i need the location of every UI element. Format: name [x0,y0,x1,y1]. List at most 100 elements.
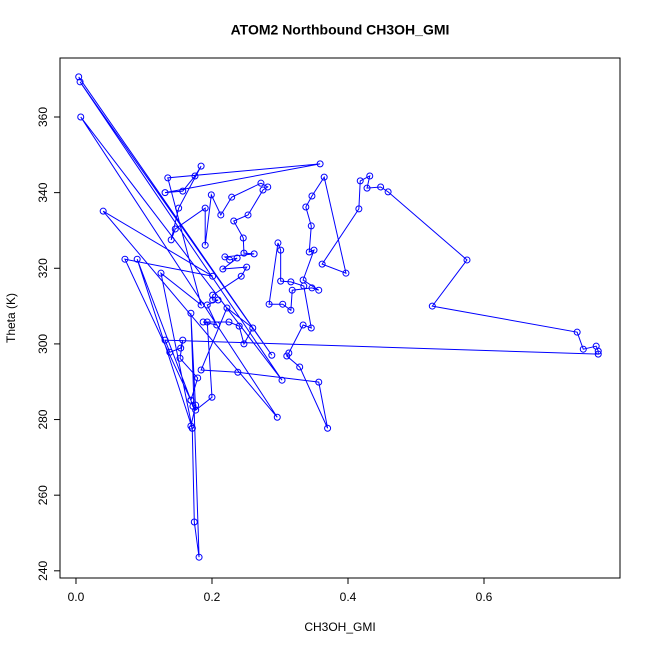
y-tick-label: 360 [36,107,50,127]
data-point [249,324,257,332]
plot-frame [59,57,621,579]
data-point [214,296,222,304]
data-point [594,350,602,358]
data-point [226,256,234,264]
data-point [257,179,265,187]
data-point [239,234,247,242]
data-point [175,204,183,212]
data-point [318,260,326,268]
data-point [188,424,196,432]
data-point [579,345,587,353]
data-point [356,177,364,185]
data-point [299,321,307,329]
data-point [320,173,328,181]
data-point [203,301,211,309]
data-point [219,265,227,273]
data-point [203,318,211,326]
data-point [237,272,245,280]
data-point [195,553,203,561]
data-point [176,354,184,362]
data-point [197,366,205,374]
data-point [250,250,258,258]
data-point [594,347,602,355]
data-point [316,160,324,168]
y-tick-label: 320 [36,258,50,278]
y-tick-label: 280 [36,409,50,429]
data-point [166,348,174,356]
data-point [315,378,323,386]
data-point [230,217,238,225]
data-point [161,189,169,197]
y-tick-label: 240 [36,560,50,580]
data-point [278,376,286,384]
data-point [307,222,315,230]
data-point [279,300,287,308]
data-point [208,393,216,401]
data-point [288,286,296,294]
data-point [377,183,385,191]
data-point [167,236,175,244]
data-point [217,211,225,219]
data-point [308,192,316,200]
data-point [209,272,217,280]
data-point [177,344,185,352]
data-point [277,246,285,254]
data-point [324,424,332,432]
data-point [296,363,304,371]
data-point [307,324,315,332]
data-point [243,263,251,271]
x-tick-label: 0.2 [204,590,221,604]
data-point [342,269,350,277]
data-point [274,239,282,247]
data-point [277,277,285,285]
data-point [75,73,83,81]
data-point [428,302,436,310]
data-point [209,291,217,299]
data-point [207,191,215,199]
data-point [199,318,207,326]
data-point [209,296,217,304]
y-tick-label: 260 [36,485,50,505]
data-point [121,255,129,263]
data-point [221,253,229,261]
data-point [302,203,310,211]
data-point [463,256,471,264]
data-point [265,300,273,308]
data-point [240,249,248,257]
data-point [99,207,107,215]
data-point [363,184,371,192]
data-point [213,321,221,329]
y-tick-label: 340 [36,182,50,202]
x-tick-label: 0.0 [68,590,85,604]
data-point [187,396,195,404]
data-point [179,336,187,344]
data-point [171,225,179,233]
data-point [315,286,323,294]
data-point [384,188,392,196]
chart-title: ATOM2 Northbound CH3OH_GMI [231,22,450,38]
x-axis-label: CH3OH_GMI [304,620,375,634]
y-tick-label: 300 [36,334,50,354]
data-point [201,204,209,212]
data-point [157,269,165,277]
x-tick-label: 0.6 [476,590,493,604]
data-point [355,205,363,213]
data-point [190,518,198,526]
y-axis-label: Theta (K) [4,293,18,343]
data-point [308,284,316,292]
data-point [179,187,187,195]
data-point [287,306,295,314]
x-tick-label: 0.4 [340,590,357,604]
data-point [225,318,233,326]
data-point [191,172,199,180]
data-point [133,255,141,263]
data-point [268,351,276,359]
data-point [233,254,241,262]
data-point [194,374,202,382]
data-point [310,246,318,254]
data-point [573,328,581,336]
data-point [240,340,248,348]
data-point [161,336,169,344]
